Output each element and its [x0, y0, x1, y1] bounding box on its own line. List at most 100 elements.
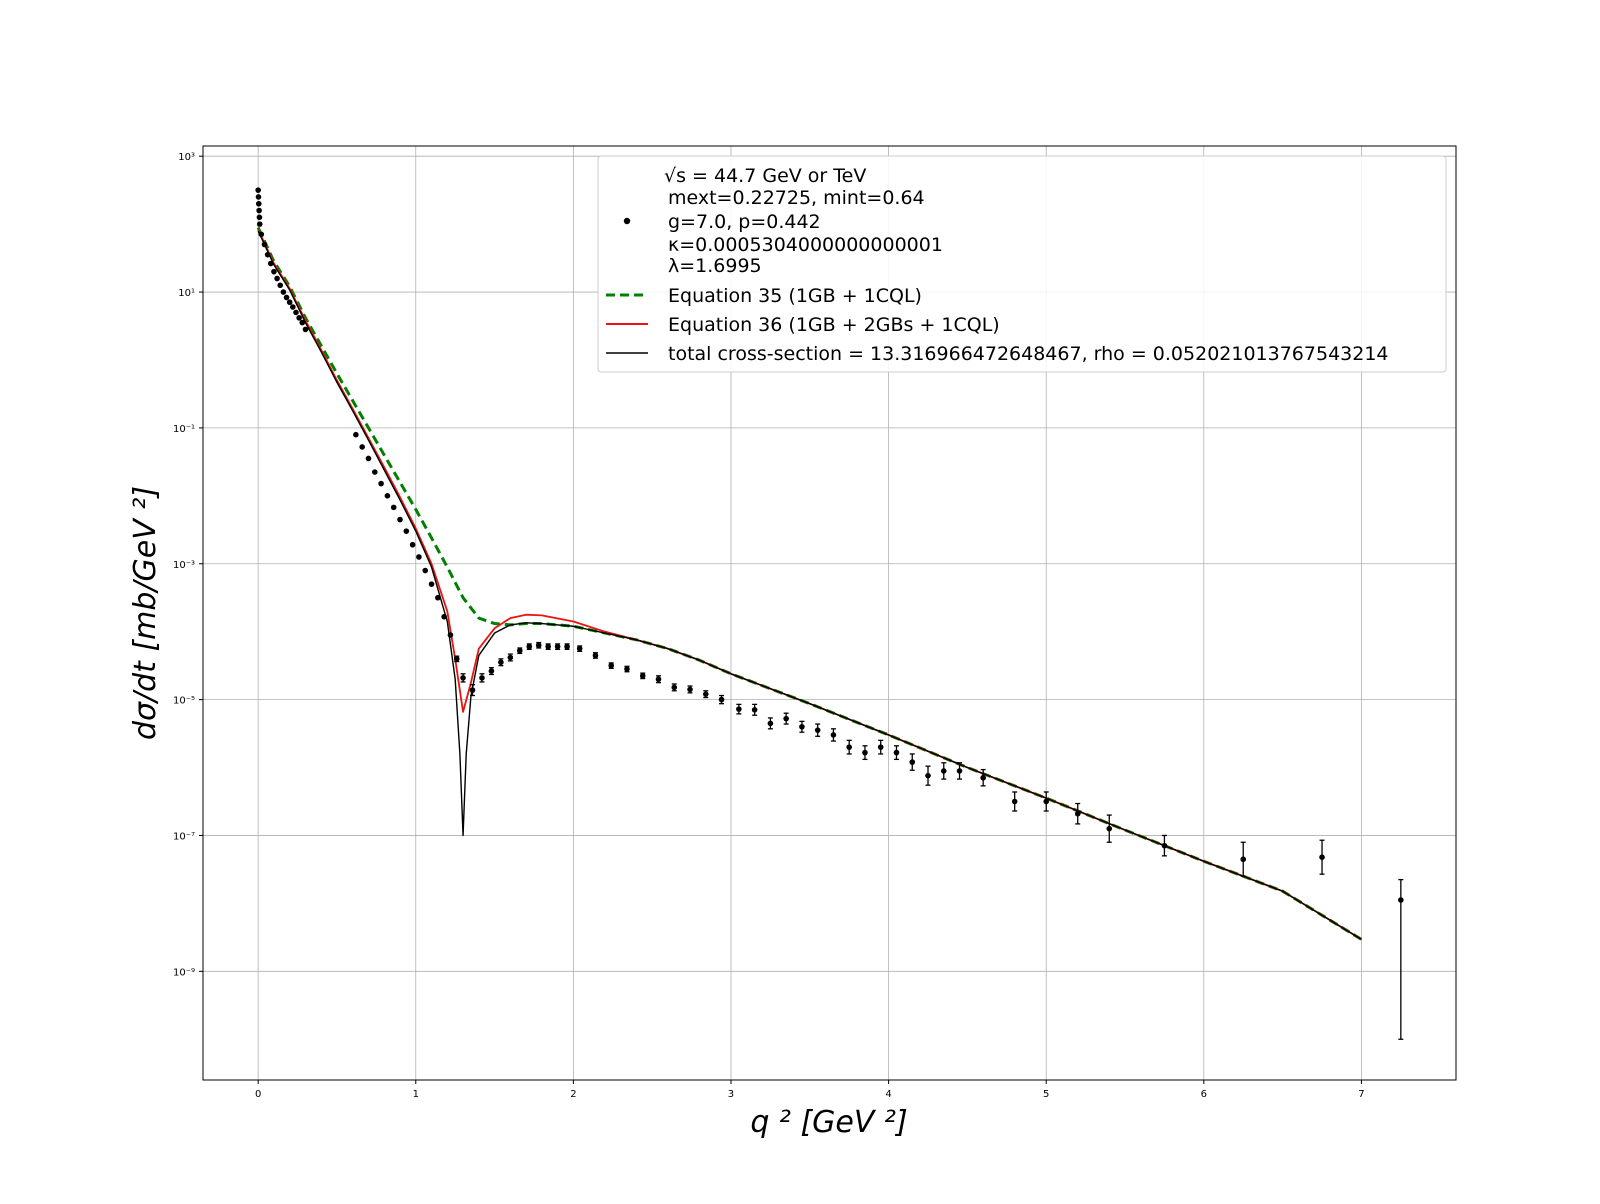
legend-data-label-line-3: g=7.0, p=0.442 — [668, 211, 821, 233]
data-point — [277, 282, 284, 289]
data-point — [290, 304, 296, 310]
data-point — [1011, 798, 1018, 805]
data-point — [255, 187, 261, 193]
legend-marker-data — [623, 217, 631, 225]
legend-data-label-line-4: κ=0.0005304000000000001 — [668, 234, 943, 256]
point-layer — [255, 187, 1404, 1040]
data-point — [353, 431, 359, 438]
data-point — [830, 732, 837, 738]
data-point — [453, 656, 460, 662]
data-point — [261, 241, 268, 248]
data-point — [751, 706, 758, 713]
data-point — [671, 684, 678, 691]
data-point — [498, 659, 504, 666]
data-point — [702, 691, 709, 697]
data-point — [980, 774, 986, 781]
y-tick-label: 10⁻¹ — [173, 424, 195, 435]
data-point — [390, 504, 397, 511]
data-point — [256, 221, 263, 227]
data-point — [441, 613, 447, 620]
data-point — [409, 541, 416, 548]
data-point — [422, 567, 429, 574]
y-axis-label: dσ/dt [mb/GeV ²] — [128, 486, 163, 740]
plot-frame — [202, 145, 1457, 1081]
x-tick-label: 2 — [570, 1089, 576, 1100]
data-point — [1240, 856, 1247, 863]
data-point — [564, 643, 570, 650]
data-point — [403, 528, 410, 534]
data-point — [718, 696, 725, 703]
data-point — [384, 493, 391, 499]
x-axis-label: q ² [GeV ²] — [750, 1105, 907, 1140]
data-point — [1398, 897, 1404, 903]
y-tick-label: 10¹ — [178, 288, 195, 299]
legend-box — [597, 155, 1447, 373]
data-point — [554, 643, 561, 650]
data-point — [846, 744, 853, 750]
data-point — [299, 319, 306, 326]
data-point — [302, 326, 309, 333]
data-point — [736, 706, 742, 712]
x-tick-label: 7 — [1358, 1089, 1364, 1100]
x-tick-label: 0 — [255, 1089, 261, 1100]
legend-data-label-line-2: mext=0.22725, mint=0.64 — [668, 187, 925, 209]
x-tick-label: 1 — [413, 1089, 419, 1100]
data-point — [286, 299, 293, 306]
data-point — [535, 642, 542, 649]
data-point — [516, 647, 523, 654]
data-point — [488, 668, 495, 674]
x-tick-label: 5 — [1043, 1089, 1049, 1100]
data-point — [940, 768, 947, 774]
data-point — [1106, 825, 1113, 832]
data-point — [397, 516, 403, 523]
data-point — [639, 673, 646, 679]
data-point — [271, 268, 277, 275]
data-point — [576, 645, 583, 652]
data-point — [545, 643, 551, 650]
data-point — [624, 666, 630, 672]
data-point — [256, 214, 263, 221]
curve-layer — [256, 226, 1363, 941]
curve-total — [257, 230, 1362, 940]
data-point — [416, 554, 422, 560]
tick-layer: 0 1 2 3 4 5 6 7 10³ 10¹ 10⁻¹ 10⁻³ 10⁻⁵ 10⁻⁷ 10⁻⁹ — [173, 152, 1365, 1100]
legend-label-total: total cross-section = 13.316966472648467… — [668, 343, 1389, 365]
y-tick-label: 10⁻⁹ — [173, 967, 195, 978]
legend-data-label-line-1: √s = 44.7 GeV or TeV — [664, 165, 866, 187]
data-point — [526, 643, 533, 650]
data-point — [592, 652, 599, 659]
x-tick-label: 3 — [728, 1089, 734, 1100]
data-point — [814, 727, 821, 733]
data-point — [956, 768, 963, 774]
data-point — [1161, 842, 1168, 849]
x-tick-label: 6 — [1201, 1089, 1207, 1100]
x-tick-label: 4 — [885, 1089, 891, 1100]
data-point — [877, 744, 884, 750]
data-point — [359, 444, 365, 450]
data-point — [293, 309, 299, 316]
data-point — [925, 772, 931, 779]
data-point — [1043, 798, 1050, 805]
data-point — [447, 632, 454, 638]
data-point — [296, 315, 302, 321]
data-point — [255, 200, 262, 207]
data-point — [783, 715, 789, 722]
data-point — [687, 686, 693, 693]
y-tick-label: 10⁻⁷ — [173, 831, 195, 842]
data-point — [371, 469, 378, 475]
data-point — [1074, 810, 1081, 817]
data-point — [283, 294, 290, 301]
y-tick-label: 10⁻⁵ — [173, 696, 195, 707]
data-point — [267, 260, 274, 267]
data-point — [1319, 854, 1325, 860]
data-point — [258, 231, 265, 238]
data-point — [460, 675, 466, 681]
data-point — [507, 654, 514, 661]
legend-label-eq35: Equation 35 (1GB + 1CQL) — [668, 285, 922, 307]
y-tick-label: 10³ — [178, 152, 195, 163]
data-point — [479, 675, 485, 681]
data-point — [274, 275, 280, 282]
data-point — [428, 581, 435, 587]
